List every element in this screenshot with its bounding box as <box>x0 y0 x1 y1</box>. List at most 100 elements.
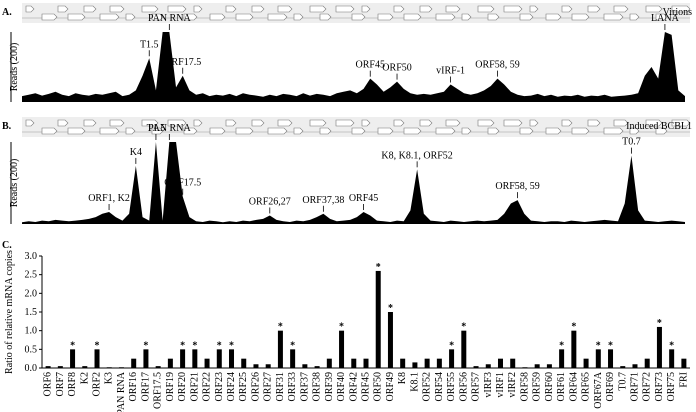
x-tick-label: ORF42 <box>348 372 359 401</box>
gene-arrow <box>561 5 573 13</box>
gene-arrow <box>503 119 523 127</box>
y-axis-label: Reads (200) <box>9 43 20 92</box>
x-tick-label: ORF38 <box>312 372 323 401</box>
x-tick-label: ORF17.5 <box>153 372 164 409</box>
annotation: K4 <box>130 147 142 158</box>
bar <box>583 358 589 368</box>
gene-arrow <box>529 119 539 127</box>
gene-arrow <box>41 127 58 135</box>
gene-arrow <box>445 119 461 127</box>
bar <box>473 366 479 368</box>
x-tick-label: ORF73 <box>654 372 665 401</box>
gene-arrow <box>225 5 237 13</box>
gene-arrow <box>629 127 640 135</box>
gene-arrow <box>235 13 254 21</box>
annotation: ORF45 <box>356 60 385 71</box>
gene-arrow <box>419 5 433 13</box>
x-tick-label: ORF25 <box>238 372 249 401</box>
bar <box>143 349 149 368</box>
bar <box>118 367 124 368</box>
x-tick-label: ORF8 <box>67 372 78 396</box>
x-tick-label: T0.7 <box>617 372 628 391</box>
bar <box>277 330 283 368</box>
annotation: ORF17.5 <box>164 57 201 68</box>
bar <box>57 366 63 368</box>
x-tick-label: ORF31 <box>275 372 286 401</box>
x-tick-label: K2 <box>79 372 90 384</box>
gene-arrow <box>529 5 539 13</box>
gene-arrow <box>613 119 629 127</box>
gene-arrow <box>225 119 237 127</box>
gene-arrow <box>361 119 371 127</box>
x-tick-label: ORF39 <box>324 372 335 401</box>
gene-arrow <box>393 119 405 127</box>
gene-arrow <box>209 13 226 21</box>
gene-arrow <box>151 127 164 135</box>
x-tick-label: ORF37 <box>299 372 310 401</box>
coverage-area <box>22 142 685 224</box>
gene-arrow <box>277 119 293 127</box>
gene-arrow <box>141 5 159 13</box>
bar <box>620 366 626 368</box>
bar <box>94 349 100 368</box>
gene-arrow <box>67 13 86 21</box>
x-tick-label: ORF24 <box>226 372 237 401</box>
gene-arrow <box>335 119 355 127</box>
gene-arrow <box>67 127 86 135</box>
x-tick-label: ORF71 <box>629 372 640 401</box>
bar <box>131 358 137 368</box>
gene-arrow <box>309 119 327 127</box>
x-tick-label: ORF60 <box>544 372 555 401</box>
x-tick-label: K8 <box>397 372 408 384</box>
gene-arrow <box>561 119 573 127</box>
x-tick-label: ORF16 <box>128 372 139 401</box>
x-tick-label: ORF75 <box>666 372 677 401</box>
bar <box>449 349 455 368</box>
bar <box>595 349 601 368</box>
gene-arrow <box>361 5 371 13</box>
x-tick-label: ORF7 <box>55 372 66 396</box>
x-tick-label: ORF57 <box>471 372 482 401</box>
gene-arrow <box>125 127 136 135</box>
gene-arrow <box>319 13 332 21</box>
gene-arrow <box>183 127 198 135</box>
gene-arrow <box>477 5 495 13</box>
gene-arrow <box>477 119 495 127</box>
annotation: vIRF-1 <box>436 66 465 77</box>
gene-arrow <box>109 5 125 13</box>
gene-arrow <box>141 119 159 127</box>
bar <box>559 349 565 368</box>
panel-title: Virions <box>663 7 693 18</box>
y-tick-label: 1.5 <box>25 307 38 318</box>
x-tick-label: FRI <box>678 372 689 388</box>
bar <box>204 358 210 368</box>
significance-mark: * <box>559 340 564 351</box>
gene-arrow <box>603 13 624 21</box>
x-tick-label: ORF50 <box>373 372 384 401</box>
bar <box>534 364 540 368</box>
annotation: ORF37,38 <box>302 195 344 206</box>
bar <box>241 358 247 368</box>
bar <box>497 358 503 368</box>
significance-mark: * <box>449 340 454 351</box>
gene-arrow <box>293 127 304 135</box>
gene-arrow <box>655 13 668 21</box>
gene-arrow <box>167 119 187 127</box>
gene-arrow <box>403 127 422 135</box>
gene-arrow <box>83 5 97 13</box>
x-tick-label: ORF59 <box>532 372 543 401</box>
bar <box>461 330 467 368</box>
bar <box>546 364 552 368</box>
y-tick-label: 2.5 <box>25 270 38 281</box>
bar <box>571 330 577 368</box>
x-tick-label: ORF61 <box>556 372 567 401</box>
gene-arrow <box>503 5 523 13</box>
x-tick-label: ORF19 <box>165 372 176 401</box>
x-tick-label: ORF17 <box>140 372 151 401</box>
annotation: ORF1, K2 <box>88 193 130 204</box>
bar <box>253 364 259 368</box>
significance-mark: * <box>657 318 662 329</box>
bar <box>70 349 76 368</box>
significance-mark: * <box>95 340 100 351</box>
gene-arrow <box>571 127 590 135</box>
